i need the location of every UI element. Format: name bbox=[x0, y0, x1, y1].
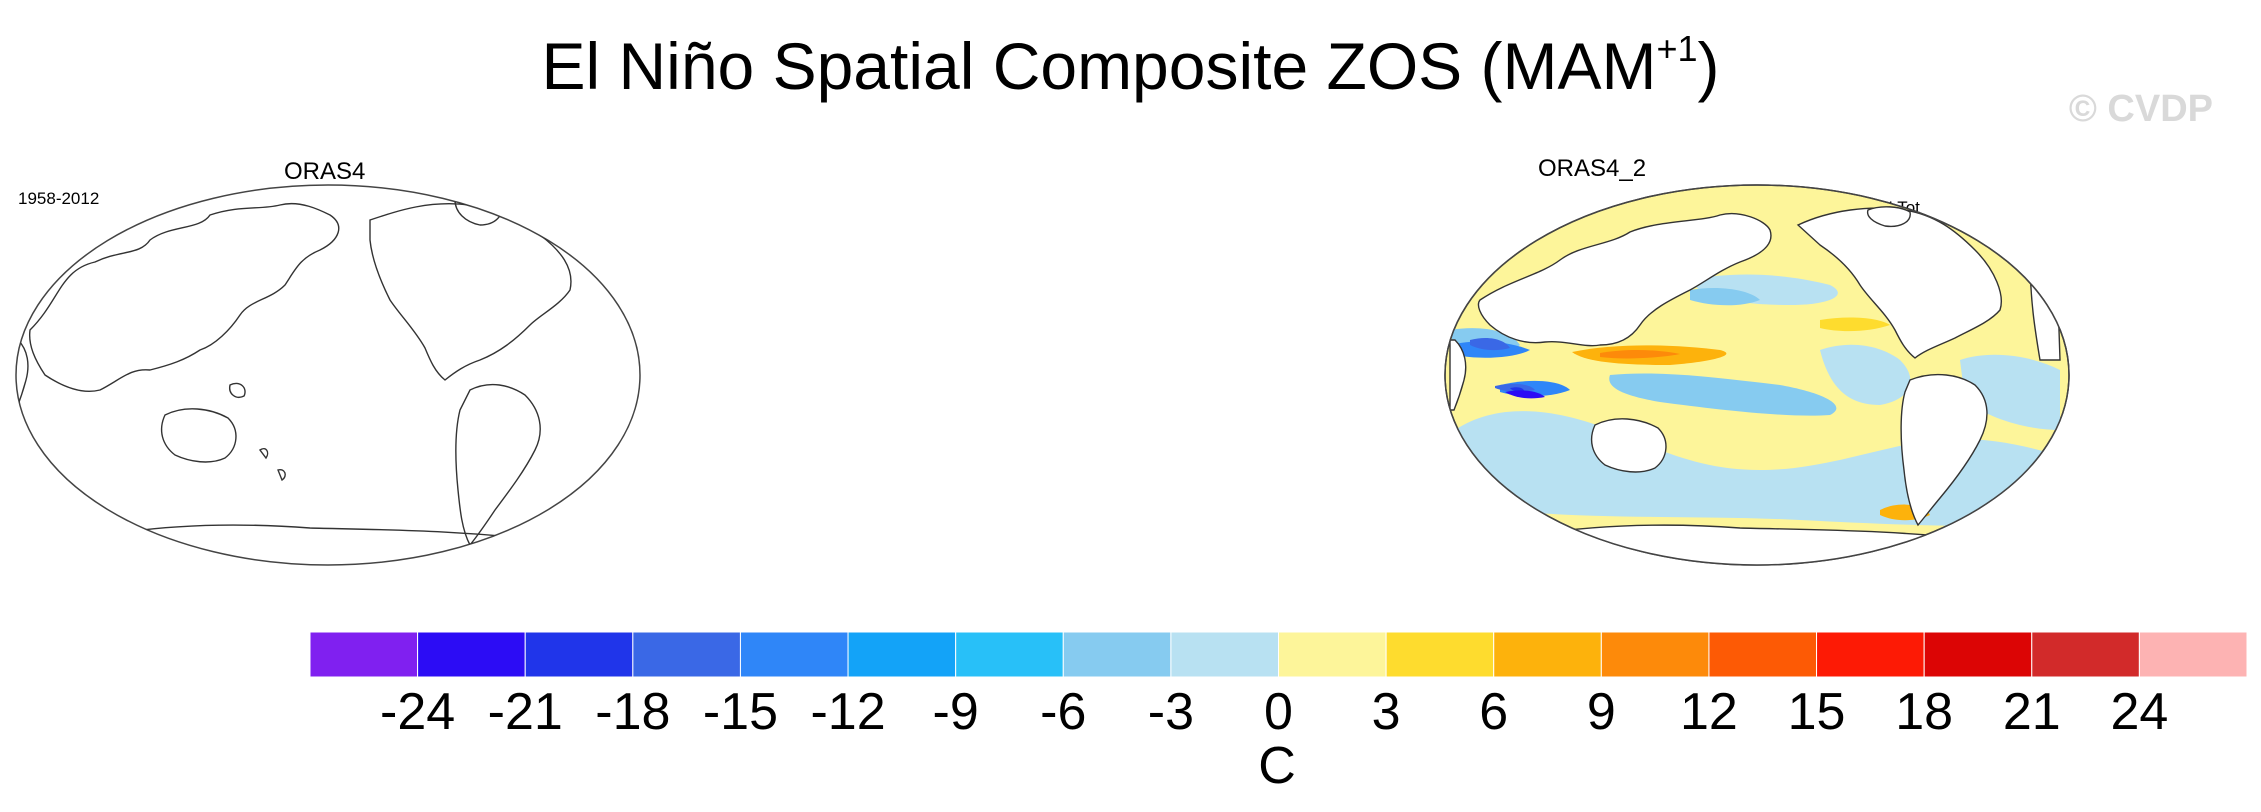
left-panel-title: ORAS4 bbox=[284, 158, 366, 185]
colorbar-tick-label: 15 bbox=[1787, 683, 1846, 741]
colorbar-swatch bbox=[632, 631, 741, 678]
colorbar-tick-label: 12 bbox=[1680, 683, 1738, 741]
right-map-outline bbox=[1444, 184, 2070, 566]
colorbar-swatch bbox=[1816, 631, 1925, 678]
colorbar-swatch bbox=[1385, 631, 1495, 678]
colorbar-tick-label: -9 bbox=[932, 683, 979, 741]
cvdp-watermark: © CVDP bbox=[2068, 88, 2213, 130]
title-end: ) bbox=[1697, 29, 1720, 103]
right-map bbox=[1444, 184, 2070, 566]
colorbar-swatch bbox=[524, 631, 634, 678]
colorbar bbox=[309, 631, 2248, 678]
colorbar-tick-label: 18 bbox=[1895, 683, 1954, 741]
colorbar-swatch bbox=[739, 631, 849, 678]
colorbar-swatch bbox=[1923, 631, 2033, 678]
right-coastlines bbox=[1449, 206, 2061, 565]
colorbar-tick-label: -21 bbox=[487, 683, 563, 741]
title-text: El Niño Spatial Composite ZOS (MAM bbox=[541, 29, 1657, 103]
colorbar-swatch bbox=[2031, 631, 2140, 678]
colorbar-tick-label: 9 bbox=[1586, 683, 1616, 741]
colorbar-tick-label: 6 bbox=[1479, 683, 1509, 741]
colorbar-tick-label: -24 bbox=[380, 683, 456, 741]
colorbar-tick-label: -6 bbox=[1040, 683, 1087, 741]
colorbar-swatch bbox=[1493, 631, 1602, 678]
colorbar-tick-label: 24 bbox=[2110, 683, 2169, 741]
colorbar-swatch bbox=[1708, 631, 1818, 678]
colorbar-swatch bbox=[1278, 631, 1387, 678]
colorbar-swatch bbox=[1062, 631, 1172, 678]
colorbar-swatch bbox=[309, 631, 419, 678]
colorbar-tick-label: -18 bbox=[595, 683, 671, 741]
colorbar-swatch bbox=[1600, 631, 1710, 678]
colorbar-swatch bbox=[955, 631, 1064, 678]
left-panel-years: 1958-2012 bbox=[18, 189, 100, 208]
colorbar-tick-label: 0 bbox=[1264, 683, 1293, 741]
colorbar-tick-label: -3 bbox=[1147, 683, 1194, 741]
colorbar-tick-label: 21 bbox=[2002, 683, 2061, 741]
colorbar-swatch bbox=[1170, 631, 1280, 678]
left-map bbox=[15, 184, 641, 566]
colorbar-swatch bbox=[2138, 631, 2248, 678]
right-panel-title: ORAS4_2 bbox=[1538, 155, 1647, 182]
colorbar-tick-label: -12 bbox=[810, 683, 886, 741]
chart-title: El Niño Spatial Composite ZOS (MAM+1) bbox=[0, 28, 2261, 104]
colorbar-unit: C bbox=[1258, 737, 1296, 795]
colorbar-tick-label: 3 bbox=[1371, 683, 1401, 741]
colorbar-tick-label: -15 bbox=[702, 683, 779, 741]
left-map-outline bbox=[15, 184, 641, 566]
title-superscript: +1 bbox=[1656, 28, 1698, 69]
colorbar-swatch bbox=[847, 631, 957, 678]
colorbar-swatch bbox=[417, 631, 526, 678]
